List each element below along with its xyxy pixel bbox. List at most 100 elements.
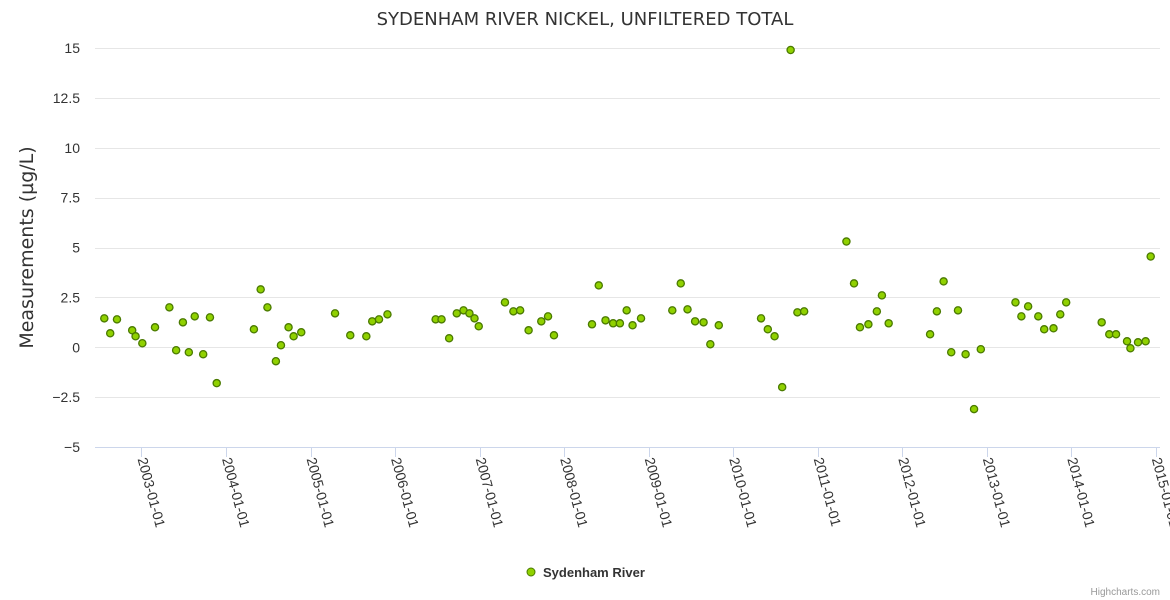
data-point[interactable]	[549, 331, 559, 340]
data-point[interactable]	[615, 319, 625, 328]
data-point[interactable]	[799, 307, 809, 316]
data-point[interactable]	[105, 329, 115, 338]
data-point[interactable]	[683, 305, 692, 314]
data-point[interactable]	[1049, 324, 1058, 333]
data-point[interactable]	[178, 318, 188, 327]
data-point[interactable]	[1126, 343, 1135, 353]
data-point[interactable]	[500, 298, 510, 307]
data-point[interactable]	[276, 341, 286, 350]
data-point[interactable]	[777, 382, 787, 392]
data-point[interactable]	[884, 319, 893, 328]
data-point[interactable]	[184, 347, 194, 357]
data-point[interactable]	[877, 291, 887, 300]
data-point[interactable]	[793, 308, 802, 317]
data-point[interactable]	[601, 316, 610, 325]
data-point[interactable]	[1056, 310, 1065, 319]
data-point[interactable]	[1133, 338, 1143, 347]
data-point[interactable]	[1034, 312, 1043, 321]
data-point[interactable]	[131, 332, 140, 341]
data-point[interactable]	[509, 307, 518, 316]
data-point[interactable]	[256, 285, 265, 294]
data-point[interactable]	[842, 237, 851, 246]
legend-item-sydenham-river[interactable]: Sydenham River	[543, 565, 645, 580]
data-point[interactable]	[190, 312, 199, 321]
data-point[interactable]	[1122, 337, 1132, 346]
data-point[interactable]	[699, 318, 708, 327]
data-point[interactable]	[594, 281, 604, 290]
data-point[interactable]	[249, 325, 259, 334]
data-point[interactable]	[524, 326, 533, 335]
y-tick-label: 10	[64, 140, 80, 156]
data-point[interactable]	[205, 313, 215, 322]
data-point[interactable]	[1141, 337, 1150, 346]
data-point[interactable]	[676, 279, 686, 288]
data-point[interactable]	[1039, 325, 1049, 334]
data-point[interactable]	[946, 347, 956, 357]
data-point[interactable]	[346, 331, 355, 340]
data-point[interactable]	[1017, 312, 1026, 321]
data-point[interactable]	[100, 314, 109, 323]
data-point[interactable]	[756, 314, 766, 323]
data-point[interactable]	[1061, 298, 1071, 307]
data-point[interactable]	[263, 303, 272, 312]
data-point[interactable]	[668, 306, 677, 315]
data-point[interactable]	[587, 320, 597, 329]
legend[interactable]: Sydenham River	[526, 565, 645, 580]
data-point[interactable]	[628, 321, 637, 330]
data-point[interactable]	[932, 307, 942, 316]
data-point[interactable]	[537, 317, 546, 326]
data-point[interactable]	[112, 315, 122, 324]
data-point[interactable]	[171, 345, 181, 355]
data-point[interactable]	[470, 314, 479, 323]
data-point[interactable]	[872, 307, 882, 316]
data-point[interactable]	[786, 45, 795, 55]
data-point[interactable]	[969, 404, 979, 414]
data-point[interactable]	[714, 321, 724, 330]
data-point[interactable]	[925, 330, 935, 339]
data-point[interactable]	[150, 323, 160, 332]
data-point[interactable]	[515, 306, 525, 315]
data-point[interactable]	[330, 309, 340, 318]
data-point[interactable]	[452, 309, 462, 318]
data-point[interactable]	[976, 344, 986, 354]
data-point[interactable]	[271, 356, 281, 366]
data-point[interactable]	[1011, 298, 1020, 307]
data-point[interactable]	[1146, 252, 1155, 261]
data-point[interactable]	[864, 320, 873, 329]
data-point[interactable]	[383, 310, 392, 319]
data-point[interactable]	[362, 332, 371, 341]
data-point[interactable]	[474, 322, 483, 331]
data-point[interactable]	[289, 332, 298, 341]
data-point[interactable]	[437, 315, 446, 324]
data-point[interactable]	[367, 317, 377, 326]
credits-link[interactable]: Highcharts.com	[1091, 587, 1160, 598]
legend-marker-icon[interactable]	[526, 567, 536, 577]
data-point[interactable]	[284, 323, 293, 332]
data-point[interactable]	[296, 328, 306, 337]
y-tick-label: 15	[64, 40, 80, 56]
data-point[interactable]	[636, 314, 646, 323]
data-point[interactable]	[138, 339, 147, 348]
data-point[interactable]	[1023, 302, 1033, 311]
data-point[interactable]	[165, 303, 174, 312]
data-point[interactable]	[622, 306, 631, 315]
data-point[interactable]	[543, 312, 553, 321]
data-point[interactable]	[212, 378, 221, 388]
data-point[interactable]	[1097, 318, 1106, 327]
y-tick-label: −2.5	[52, 389, 80, 405]
data-point[interactable]	[444, 334, 454, 343]
data-point[interactable]	[953, 306, 963, 315]
data-point[interactable]	[939, 277, 948, 286]
data-point[interactable]	[855, 323, 865, 332]
data-point[interactable]	[465, 309, 474, 318]
data-point[interactable]	[374, 315, 384, 324]
data-point[interactable]	[763, 325, 773, 334]
data-point[interactable]	[1111, 330, 1121, 339]
series-points	[100, 45, 1155, 414]
data-point[interactable]	[961, 349, 970, 359]
data-point[interactable]	[690, 317, 700, 326]
data-point[interactable]	[849, 279, 859, 288]
data-point[interactable]	[706, 340, 715, 349]
data-point[interactable]	[198, 349, 208, 359]
data-point[interactable]	[770, 332, 779, 341]
